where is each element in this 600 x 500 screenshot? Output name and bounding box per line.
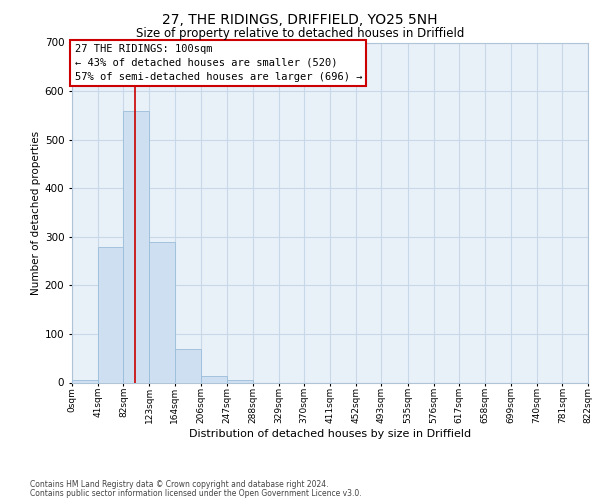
- X-axis label: Distribution of detached houses by size in Driffield: Distribution of detached houses by size …: [189, 428, 471, 438]
- Bar: [72, 380, 98, 382]
- Bar: [124, 110, 149, 382]
- Text: 27, THE RIDINGS, DRIFFIELD, YO25 5NH: 27, THE RIDINGS, DRIFFIELD, YO25 5NH: [162, 12, 438, 26]
- Y-axis label: Number of detached properties: Number of detached properties: [31, 130, 41, 294]
- Bar: [202, 376, 227, 382]
- Bar: [149, 242, 175, 382]
- Bar: [227, 380, 253, 382]
- Bar: [175, 350, 202, 382]
- Bar: [98, 246, 124, 382]
- Text: 27 THE RIDINGS: 100sqm
← 43% of detached houses are smaller (520)
57% of semi-de: 27 THE RIDINGS: 100sqm ← 43% of detached…: [74, 44, 362, 82]
- Text: Contains HM Land Registry data © Crown copyright and database right 2024.: Contains HM Land Registry data © Crown c…: [30, 480, 329, 489]
- Text: Contains public sector information licensed under the Open Government Licence v3: Contains public sector information licen…: [30, 489, 362, 498]
- Text: Size of property relative to detached houses in Driffield: Size of property relative to detached ho…: [136, 28, 464, 40]
